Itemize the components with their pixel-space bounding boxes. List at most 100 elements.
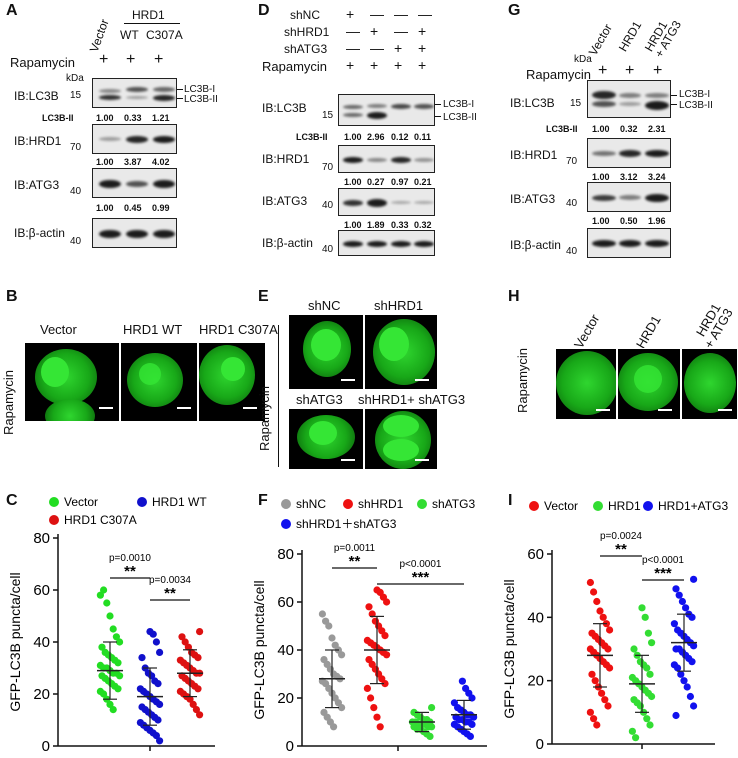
a-hrd1-v3: 4.02 <box>152 157 170 167</box>
i-point-2-6 <box>688 613 696 621</box>
f-y-tick-label-1: 20 <box>277 690 294 707</box>
d-shatg3-s2: — <box>370 40 384 56</box>
g-tick-lc3bii <box>671 104 677 105</box>
f-y-tick-label-2: 40 <box>277 642 294 659</box>
a-rapamycin: Rapamycin <box>10 55 76 70</box>
i-legend-hrd1: HRD1 <box>608 499 641 513</box>
g-hrd1-v3: 3.24 <box>648 172 666 182</box>
c-point-1-29 <box>156 737 164 745</box>
i-point-0-12 <box>604 645 612 653</box>
i-point-0-27 <box>590 715 598 723</box>
a-col-c307a: C307A <box>146 28 183 42</box>
f-point-3-16 <box>468 720 476 728</box>
i-pvalue-1: p<0.0001 <box>642 555 684 566</box>
d-band-lc3bii: LC3B-II <box>443 112 477 123</box>
d-blot-actin <box>338 230 435 256</box>
i-point-2-4 <box>682 604 690 612</box>
a-ib-hrd1: IB:HRD1 <box>14 134 62 148</box>
i-point-0-3 <box>596 607 604 615</box>
d-ib-actin: IB:β-actin <box>262 236 313 250</box>
i-point-1-9 <box>646 670 654 678</box>
d-shnc-s1: + <box>346 6 355 22</box>
c-point-0-2 <box>103 599 111 607</box>
c-pvalue-1: p=0.0034 <box>149 575 191 586</box>
d-rapa-s4: + <box>418 57 427 73</box>
b-rapamycin: Rapamycin <box>1 369 16 435</box>
d-shnc-s2: — <box>370 6 384 22</box>
d-atg3-v4: 0.32 <box>414 220 432 230</box>
e-label-combo: shHRD1+ shATG3 <box>358 392 466 407</box>
f-stars-0: ** <box>349 553 361 570</box>
a-blot-hrd1 <box>92 124 177 154</box>
g-mw-70: 70 <box>566 156 578 167</box>
g-band-lc3bi: LC3B-I <box>679 89 711 100</box>
e-image-shnc <box>288 314 364 390</box>
i-point-1-8 <box>643 664 651 672</box>
b-image-vector <box>24 342 120 422</box>
i-point-0-0 <box>586 578 594 587</box>
f-legend-shatg3: shATG3 <box>432 497 475 511</box>
f-legend-combo: shHRD1＋shATG3 <box>296 517 397 531</box>
panel-label-g: G <box>508 2 521 19</box>
a-atg3-v1: 1.00 <box>96 203 114 213</box>
e-image-shhrd1 <box>364 314 438 390</box>
i-point-2-23 <box>680 677 688 685</box>
d-rapa-s2: + <box>370 57 379 73</box>
b-image-wt <box>120 342 198 422</box>
i-y-tick-label-0: 0 <box>536 736 544 753</box>
d-atg3-v3: 0.33 <box>391 220 409 230</box>
f-legend-dot-shhrd1 <box>343 499 353 509</box>
i-point-1-24 <box>632 734 640 742</box>
g-kda: kDa <box>574 54 592 65</box>
f-legend-shnc: shNC <box>296 497 326 511</box>
f-point-1-22 <box>381 680 389 688</box>
c-point-0-6 <box>116 638 124 646</box>
g-mw-40b: 40 <box>566 246 578 257</box>
f-legend-shhrd1: shHRD1 <box>358 497 404 511</box>
g-lc3-v2: 0.32 <box>620 124 638 134</box>
a-ib-actin: IB:β-actin <box>14 226 65 240</box>
f-point-1-26 <box>373 713 381 721</box>
i-point-2-1 <box>672 585 680 593</box>
d-shhrd1-s2: + <box>370 23 379 39</box>
f-point-3-0 <box>458 677 466 685</box>
i-y-tick-label-3: 60 <box>527 546 544 563</box>
i-point-2-24 <box>683 683 691 691</box>
c-point-2-19 <box>194 685 202 693</box>
c-point-0-12 <box>114 659 122 667</box>
c-stars-0: ** <box>124 563 136 580</box>
g-plus-3: + <box>653 62 663 79</box>
i-point-1-0 <box>638 604 646 612</box>
c-y-label: GFP-LC3B puncta/cell <box>7 572 23 711</box>
d-shnc-s4: — <box>418 6 432 22</box>
a-tick-lc3bii <box>177 98 183 99</box>
c-point-0-3 <box>106 612 114 620</box>
d-tick-lc3bi <box>435 104 441 105</box>
f-point-0-3 <box>328 634 336 642</box>
i-point-1-3 <box>648 639 656 647</box>
g-rapamycin: Rapamycin <box>526 67 592 82</box>
d-shatg3-s1: — <box>346 40 360 56</box>
f-point-0-23 <box>330 723 338 731</box>
f-point-0-2 <box>325 622 333 630</box>
g-lc3-label: LC3B-II <box>546 124 578 134</box>
c-point-0-5 <box>112 633 120 641</box>
i-point-2-0 <box>690 575 698 583</box>
a-blot-lc3b <box>92 78 177 108</box>
i-point-1-23 <box>628 727 636 735</box>
f-point-1-23 <box>363 684 371 692</box>
d-lc3-v1: 1.00 <box>344 132 362 142</box>
e-label-shhrd1: shHRD1 <box>374 298 424 313</box>
i-point-1-21 <box>643 715 651 723</box>
i-point-1-16 <box>648 692 656 701</box>
c-legend-c307a: HRD1 C307A <box>64 513 137 527</box>
a-plus-1: + <box>99 51 109 68</box>
h-image-hrd1 <box>617 348 681 420</box>
a-kda: kDa <box>66 73 84 84</box>
c-point-2-0 <box>196 628 204 636</box>
i-y-label: GFP-LC3B puncta/cell <box>501 579 517 718</box>
e-image-shatg3 <box>288 408 364 470</box>
c-point-0-1 <box>100 586 108 594</box>
d-row-rapamycin: Rapamycin <box>262 59 328 74</box>
c-stars-1: ** <box>164 585 176 602</box>
